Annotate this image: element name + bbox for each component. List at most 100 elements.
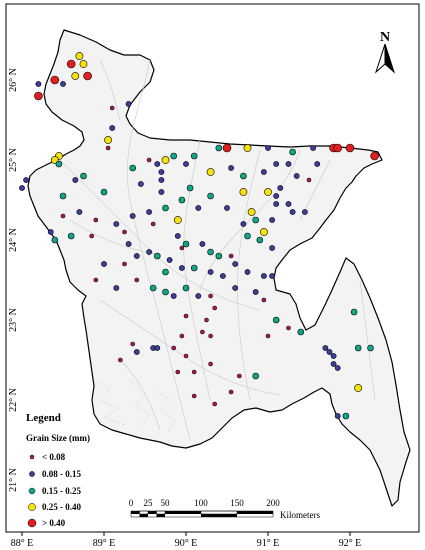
sample-point xyxy=(146,249,152,255)
sample-point xyxy=(334,365,341,371)
sample-point xyxy=(183,161,189,167)
sample-point xyxy=(237,373,242,379)
legend-swatch-gt-0-40 xyxy=(27,518,37,528)
sample-point xyxy=(166,257,173,263)
sample-point xyxy=(72,177,79,183)
sample-point xyxy=(222,143,232,153)
sample-point xyxy=(289,209,296,215)
sample-point xyxy=(350,308,358,316)
sample-point xyxy=(285,201,292,207)
sample-point xyxy=(146,209,152,215)
river-line xyxy=(119,359,161,431)
scale-tick-label: 0 xyxy=(129,498,134,508)
sample-point xyxy=(310,145,316,151)
sample-point xyxy=(182,284,190,292)
sample-point xyxy=(334,413,341,419)
scale-tick-label: 25 xyxy=(144,498,154,508)
sample-point xyxy=(130,341,135,347)
sample-point xyxy=(109,105,115,111)
sample-point xyxy=(269,245,275,251)
sample-point xyxy=(162,288,169,296)
sundarbans-line xyxy=(129,379,151,429)
sample-point xyxy=(252,289,259,295)
x-tick-label: 88° E xyxy=(11,538,34,549)
sample-point xyxy=(240,172,247,180)
sample-point xyxy=(100,188,108,196)
sample-point xyxy=(269,273,275,279)
sample-point xyxy=(301,209,308,215)
sample-point xyxy=(244,269,251,275)
sample-point xyxy=(60,213,66,219)
sample-point xyxy=(228,389,234,395)
scale-unit-label: Kilometers xyxy=(280,510,320,520)
sample-point xyxy=(204,317,209,323)
sample-point xyxy=(137,181,144,187)
legend-subtitle: Grain Size (mm) xyxy=(26,433,90,443)
sample-point xyxy=(173,216,182,224)
sample-point xyxy=(158,169,165,175)
sample-point xyxy=(354,344,362,352)
sample-point xyxy=(60,81,66,87)
scale-bar: 0 25 50 100 150 200 Kilometers xyxy=(129,498,321,520)
sample-point xyxy=(175,369,181,375)
sample-point xyxy=(191,369,197,375)
sample-point xyxy=(55,160,63,168)
sample-point xyxy=(260,273,267,279)
sample-point xyxy=(179,333,185,339)
sample-point xyxy=(212,401,217,407)
sample-point xyxy=(179,245,185,251)
sample-point xyxy=(264,188,272,196)
y-axis-ticks: 26° N 25° N 24° N 23° N 22° N 21° N xyxy=(8,68,19,492)
sample-point xyxy=(79,60,88,68)
sample-point xyxy=(260,169,267,175)
sample-point xyxy=(162,268,169,276)
sample-point xyxy=(208,333,213,339)
scale-segment xyxy=(139,514,148,517)
sample-point xyxy=(66,59,76,69)
sample-point xyxy=(174,233,181,239)
sample-point xyxy=(247,208,256,216)
scale-segment xyxy=(156,510,166,515)
sample-point xyxy=(154,161,161,167)
scale-segment xyxy=(156,514,165,517)
sample-point xyxy=(146,157,152,163)
scale-segment xyxy=(148,511,157,514)
sample-point xyxy=(370,151,379,161)
sample-point xyxy=(333,143,343,153)
sample-point xyxy=(113,221,120,227)
scale-tick-label: 50 xyxy=(161,498,171,508)
sample-point xyxy=(129,213,136,219)
north-label: N xyxy=(380,30,390,45)
river-network xyxy=(59,59,376,441)
sample-point xyxy=(342,412,350,420)
legend-label: 0.25 - 0.40 xyxy=(42,502,81,512)
sample-point xyxy=(244,232,251,240)
sample-point xyxy=(259,228,268,236)
sample-point xyxy=(178,265,185,271)
sample-point xyxy=(207,248,214,256)
x-tick-label: 89° E xyxy=(93,538,116,549)
sample-point xyxy=(272,316,280,324)
sample-point xyxy=(162,204,169,212)
y-tick-label: 23° N xyxy=(8,308,19,332)
sample-point xyxy=(150,221,156,227)
legend: Legend Grain Size (mm) < 0.08 0.08 - 0.1… xyxy=(26,412,90,528)
scale-segment xyxy=(237,511,273,514)
scale-segment xyxy=(131,511,140,514)
sample-point xyxy=(273,193,280,199)
sample-point xyxy=(191,393,197,399)
sample-point xyxy=(297,328,305,336)
scale-segment xyxy=(165,511,201,514)
x-tick-label: 92° E xyxy=(339,538,362,549)
sample-point xyxy=(51,236,59,244)
x-axis-ticks: 88° E 89° E 90° E 91° E 92° E xyxy=(11,532,362,549)
sample-point xyxy=(93,217,99,223)
sample-point xyxy=(113,285,120,291)
sample-point xyxy=(215,144,223,152)
sample-point xyxy=(330,361,337,367)
sample-point xyxy=(277,185,284,191)
sample-point xyxy=(190,152,198,160)
sample-point xyxy=(286,325,291,331)
sample-point xyxy=(207,269,214,275)
sample-point xyxy=(330,353,337,359)
